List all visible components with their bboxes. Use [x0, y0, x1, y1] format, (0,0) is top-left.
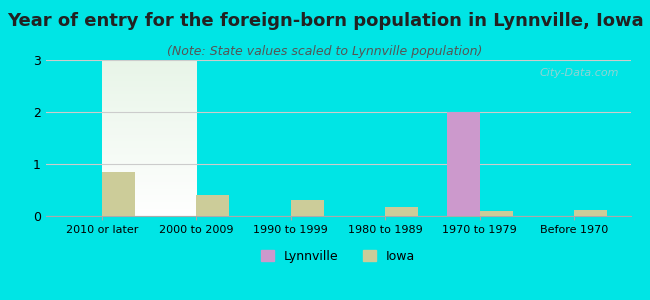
- Bar: [574, 210, 607, 216]
- Legend: Lynnville, Iowa: Lynnville, Iowa: [255, 244, 421, 269]
- Bar: [385, 207, 418, 216]
- Bar: [447, 112, 480, 216]
- Bar: [196, 195, 229, 216]
- Bar: [480, 211, 513, 216]
- Text: (Note: State values scaled to Lynnville population): (Note: State values scaled to Lynnville …: [167, 45, 483, 58]
- Bar: [291, 200, 324, 216]
- Text: City-Data.com: City-Data.com: [540, 68, 619, 78]
- Bar: [102, 172, 135, 216]
- Text: Year of entry for the foreign-born population in Lynnville, Iowa: Year of entry for the foreign-born popul…: [6, 12, 644, 30]
